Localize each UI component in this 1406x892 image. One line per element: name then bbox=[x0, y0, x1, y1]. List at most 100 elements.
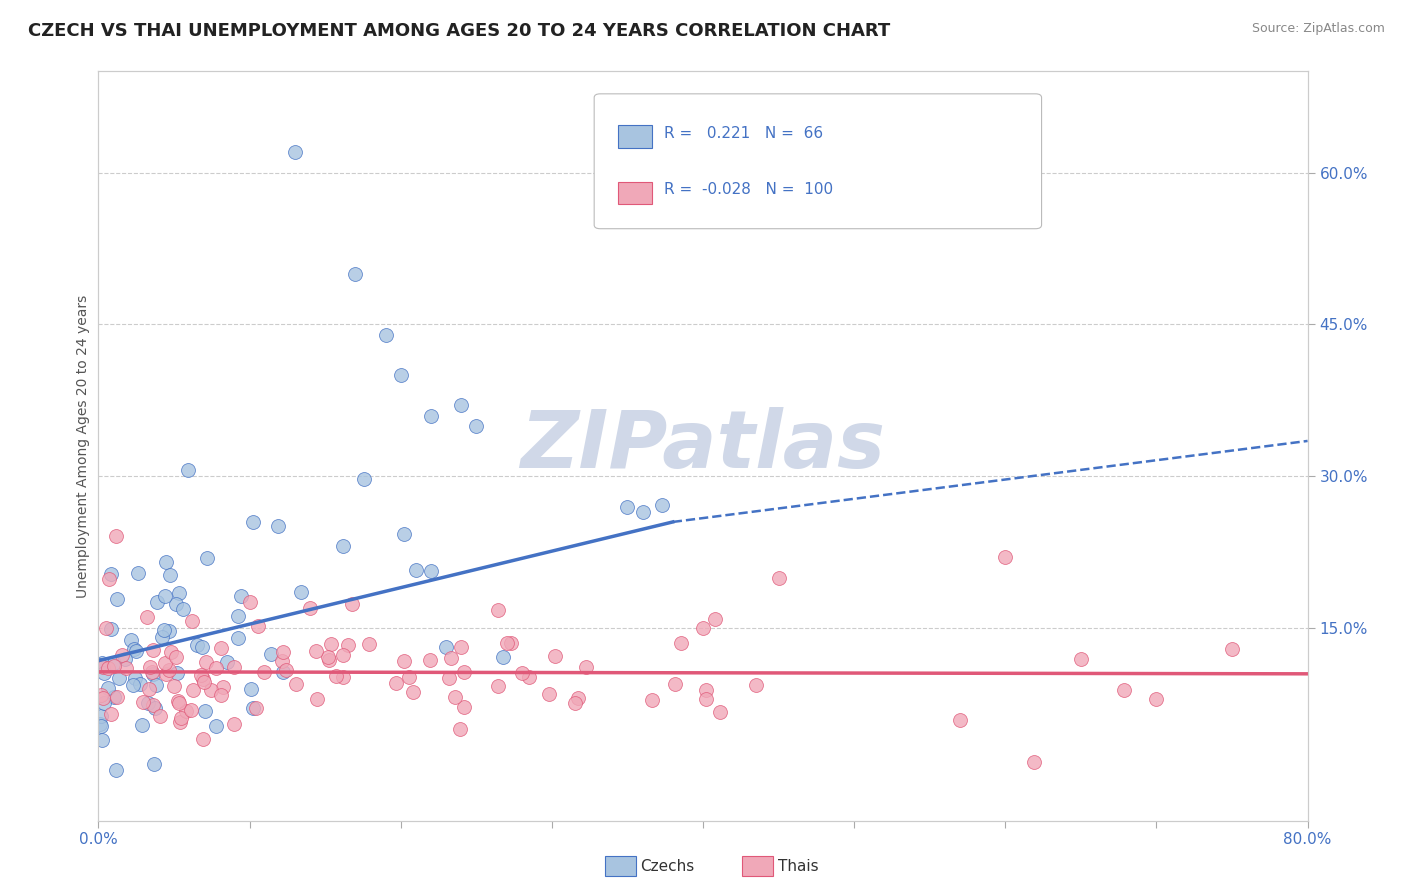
Point bbox=[669, 635, 692, 649]
Point bbox=[543, 648, 565, 663]
Point bbox=[374, 327, 396, 342]
Point bbox=[247, 618, 270, 632]
Point bbox=[194, 655, 217, 669]
Point bbox=[259, 647, 281, 661]
Point bbox=[215, 655, 238, 669]
FancyBboxPatch shape bbox=[595, 94, 1042, 228]
Text: R =   0.221   N =  66: R = 0.221 N = 66 bbox=[664, 126, 824, 141]
Y-axis label: Unemployment Among Ages 20 to 24 years: Unemployment Among Ages 20 to 24 years bbox=[76, 294, 90, 598]
Point bbox=[190, 668, 212, 682]
Point bbox=[486, 603, 509, 617]
Point bbox=[270, 654, 292, 668]
Point bbox=[768, 571, 790, 585]
Point bbox=[100, 622, 122, 636]
Point bbox=[153, 589, 176, 603]
Point bbox=[398, 670, 420, 684]
Point bbox=[122, 642, 145, 657]
Point bbox=[89, 657, 111, 672]
Point bbox=[181, 614, 204, 628]
Point bbox=[949, 713, 972, 727]
Point bbox=[97, 573, 120, 587]
Point bbox=[242, 515, 264, 529]
Point bbox=[564, 697, 586, 711]
Point bbox=[449, 723, 471, 737]
Point bbox=[142, 698, 165, 712]
Point bbox=[305, 691, 328, 706]
Point bbox=[419, 653, 441, 667]
Point bbox=[239, 595, 262, 609]
Point bbox=[1070, 651, 1092, 665]
Point bbox=[695, 683, 717, 698]
Point bbox=[266, 519, 288, 533]
Point bbox=[155, 556, 177, 570]
Point bbox=[420, 565, 443, 579]
Point bbox=[131, 695, 153, 709]
Point bbox=[191, 640, 214, 654]
Bar bbox=[619, 125, 652, 148]
Point bbox=[138, 682, 160, 697]
Point bbox=[271, 645, 294, 659]
Point bbox=[205, 719, 228, 733]
Point bbox=[703, 612, 725, 626]
Point bbox=[420, 409, 443, 423]
Point bbox=[290, 584, 312, 599]
Point bbox=[616, 500, 638, 514]
Point bbox=[284, 145, 307, 160]
Point bbox=[157, 624, 180, 639]
Point bbox=[491, 650, 513, 665]
Point bbox=[121, 678, 143, 692]
Point bbox=[100, 707, 122, 722]
Point bbox=[172, 602, 194, 616]
Point bbox=[93, 660, 115, 674]
Point bbox=[97, 681, 120, 696]
Point bbox=[285, 676, 308, 690]
Point bbox=[271, 665, 294, 679]
Point bbox=[89, 717, 111, 731]
Point bbox=[163, 679, 186, 693]
Point bbox=[253, 665, 276, 679]
Text: R =  -0.028   N =  100: R = -0.028 N = 100 bbox=[664, 182, 834, 197]
Point bbox=[105, 591, 128, 606]
Text: Czechs: Czechs bbox=[640, 859, 695, 873]
Point bbox=[229, 590, 252, 604]
Point bbox=[318, 653, 340, 667]
Point bbox=[450, 399, 472, 413]
Point bbox=[142, 643, 165, 657]
Point bbox=[1144, 692, 1167, 706]
Point bbox=[389, 368, 412, 383]
Point bbox=[453, 665, 475, 680]
Point bbox=[108, 671, 131, 685]
Point bbox=[444, 690, 467, 704]
Point bbox=[91, 656, 114, 670]
Point bbox=[97, 661, 120, 675]
Point bbox=[318, 649, 340, 664]
Point bbox=[131, 718, 153, 732]
Point bbox=[501, 636, 523, 650]
Point bbox=[209, 641, 232, 656]
Point bbox=[153, 623, 176, 637]
Point bbox=[212, 680, 235, 694]
Text: Source: ZipAtlas.com: Source: ZipAtlas.com bbox=[1251, 22, 1385, 36]
Point bbox=[150, 630, 173, 644]
Text: CZECH VS THAI UNEMPLOYMENT AMONG AGES 20 TO 24 YEARS CORRELATION CHART: CZECH VS THAI UNEMPLOYMENT AMONG AGES 20… bbox=[28, 22, 890, 40]
Point bbox=[517, 670, 540, 684]
Point bbox=[146, 595, 169, 609]
Point bbox=[631, 505, 654, 519]
Point bbox=[353, 472, 375, 486]
Point bbox=[325, 669, 347, 683]
Point bbox=[120, 632, 142, 647]
Point bbox=[174, 704, 197, 718]
Point bbox=[149, 709, 172, 723]
Point bbox=[153, 656, 176, 670]
Point bbox=[166, 666, 188, 681]
Point bbox=[709, 705, 731, 719]
Point bbox=[453, 700, 475, 714]
Point bbox=[94, 621, 117, 635]
Point bbox=[434, 640, 457, 654]
Point bbox=[332, 648, 354, 662]
Point bbox=[136, 696, 159, 710]
Point bbox=[155, 666, 177, 681]
Point bbox=[1220, 641, 1243, 656]
Point bbox=[157, 663, 180, 677]
Point bbox=[170, 711, 193, 725]
